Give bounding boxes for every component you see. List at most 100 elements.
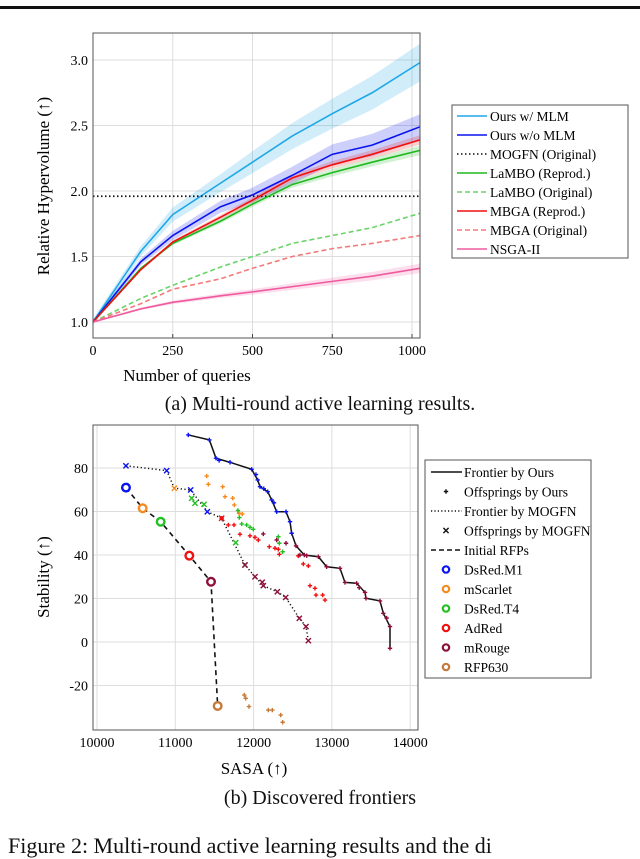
offspring-ours-marker	[244, 522, 249, 528]
offspring-ours-marker	[222, 494, 228, 499]
offspring-mogfn-marker	[232, 539, 239, 546]
offspring-ours-marker	[271, 500, 277, 505]
band-7	[93, 263, 420, 323]
y-tick-label: -20	[69, 680, 88, 695]
x-axis-label: Number of queries	[123, 366, 250, 385]
x-tick-label: 1000	[398, 344, 426, 359]
series-line-nsga-ii	[92, 267, 421, 323]
offspring-ours-marker	[237, 515, 242, 520]
x-tick-label: 500	[242, 344, 263, 359]
offspring-ours-marker	[249, 467, 254, 472]
offspring-ours-marker	[312, 586, 318, 591]
legend-label: MBGA (Reprod.)	[490, 204, 585, 219]
offspring-ours-marker	[289, 531, 294, 536]
y-tick-label: 60	[74, 506, 88, 521]
legend-label: mRouge	[464, 641, 510, 656]
series-line-lambo-original-	[92, 212, 421, 323]
offspring-mogfn-marker	[259, 579, 266, 586]
y-tick-label: 3.0	[71, 54, 89, 69]
offspring-ours-marker	[219, 516, 224, 521]
offspring-ours-marker	[293, 543, 299, 549]
legend-swatch-circle	[441, 623, 451, 633]
offspring-mogfn-marker	[251, 573, 259, 580]
offspring-ours-marker	[287, 519, 293, 524]
offspring-ours-marker	[274, 537, 279, 543]
legend-label: AdRed	[464, 621, 502, 636]
caption-a: (a) Multi-round active learning results.	[164, 393, 476, 415]
band-5	[93, 135, 420, 323]
offspring-ours-marker	[322, 597, 328, 603]
offspring-ours-marker	[230, 496, 235, 501]
offspring-ours-marker	[313, 592, 319, 598]
legend-label: Offsprings by Ours	[464, 485, 568, 500]
offspring-ours-marker	[247, 525, 253, 530]
offspring-ours-marker	[207, 437, 212, 443]
offspring-ours-marker	[342, 580, 348, 585]
offspring-ours-marker	[226, 522, 231, 528]
top-rule	[0, 6, 640, 9]
offspring-ours-marker	[269, 497, 274, 503]
x-tick-label: 13000	[314, 736, 349, 751]
offspring-ours-marker	[337, 566, 343, 571]
x-tick-label: 14000	[393, 736, 428, 751]
series-line-mbga-original-	[92, 234, 421, 323]
offspring-ours-marker	[306, 563, 311, 569]
offspring-ours-marker	[237, 532, 243, 537]
offspring-mogfn-marker	[260, 582, 267, 589]
legend-label: DsRed.M1	[464, 563, 523, 578]
y-tick-label: 40	[74, 549, 88, 564]
offspring-ours-marker	[266, 707, 271, 713]
offspring-ours-marker	[216, 458, 222, 463]
offspring-ours-marker	[324, 564, 329, 569]
chart-b: 10000 11000 12000 13000 14000 -20 0 20 40 60 80 SAS…	[34, 424, 592, 778]
offspring-ours-marker	[227, 460, 233, 465]
offspring-ours-marker	[381, 611, 386, 616]
offspring-ours-marker	[186, 432, 191, 438]
offspring-ours-marker	[301, 561, 306, 567]
legend-label: Ours w/ MLM	[490, 109, 569, 124]
offspring-ours-marker	[251, 527, 256, 532]
series-line-ours-w-o-mlm	[92, 126, 421, 323]
offspring-ours-marker	[384, 615, 389, 621]
offspring-ours-marker	[387, 646, 393, 651]
offspring-mogfn-marker	[302, 623, 310, 630]
offspring-ours-marker	[283, 541, 289, 546]
offspring-ours-marker	[235, 508, 241, 513]
offspring-ours-marker	[243, 696, 248, 701]
offspring-ours-marker	[232, 502, 237, 508]
offspring-mogfn-marker	[188, 495, 195, 502]
initial-rfp-marker-rfp630	[212, 700, 223, 711]
offspring-mogfn-marker	[163, 467, 170, 474]
plot-frame	[92, 424, 419, 731]
offspring-ours-marker	[256, 537, 261, 543]
initial-rfp-marker-mrouge	[206, 576, 217, 587]
offspring-ours-marker	[257, 484, 263, 489]
offspring-ours-marker	[304, 553, 309, 558]
offspring-mogfn-marker	[200, 501, 208, 508]
y-axis-label: Relative Hypervolume (↑)	[34, 97, 53, 275]
legend-label: Ours w/o MLM	[490, 128, 576, 143]
offspring-ours-marker	[387, 624, 393, 629]
offspring-ours-marker	[220, 484, 225, 489]
series-line-mbga-reprod-	[92, 139, 421, 323]
legend-label: LaMBO (Reprod.)	[490, 166, 590, 181]
y-tick-label: 2.5	[71, 120, 89, 135]
offspring-ours-marker	[276, 534, 281, 539]
offspring-ours-marker	[247, 533, 253, 539]
offspring-ours-marker	[320, 592, 325, 598]
legend-label: Frontier by Ours	[464, 465, 554, 480]
plot-frame	[92, 32, 421, 339]
offspring-ours-marker	[270, 707, 275, 713]
offspring-mogfn-marker	[204, 508, 211, 515]
offspring-ours-marker	[316, 554, 321, 559]
offspring-ours-marker	[204, 473, 209, 479]
offspring-ours-marker	[253, 472, 259, 477]
legend-label: Frontier by MOGFN	[464, 504, 577, 519]
offspring-ours-marker	[242, 692, 247, 698]
offspring-mogfn-marker	[282, 594, 289, 601]
offspring-ours-marker	[261, 486, 266, 491]
legend-label: MBGA (Original)	[490, 223, 587, 238]
legend-b: Frontier by Ours Offsprings by Ours Fronti…	[424, 459, 592, 679]
offspring-ours-marker	[357, 585, 362, 590]
y-axis-label: Stability (↑)	[34, 536, 53, 618]
